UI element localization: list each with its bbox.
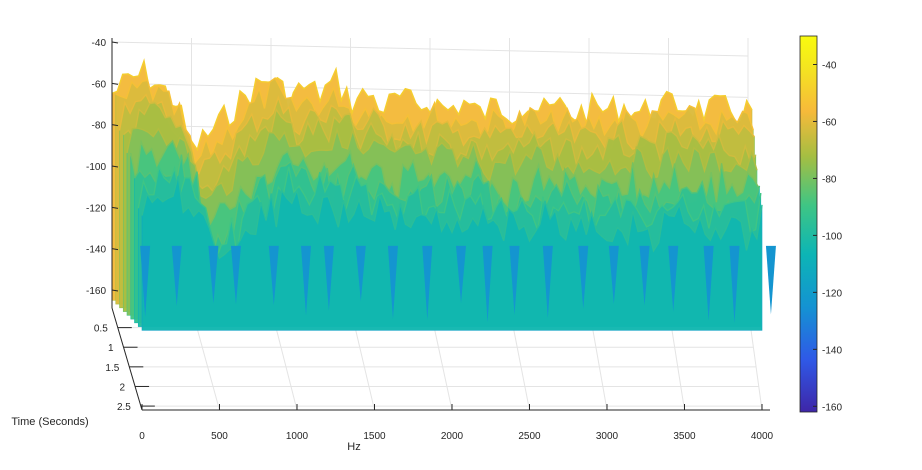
z-tick (111, 41, 119, 44)
surface-spike (140, 245, 151, 317)
surface-spike (765, 245, 776, 315)
surface-crest (137, 164, 762, 263)
surface-crest (122, 101, 757, 193)
axes: -40 -60 -80 -100 -120 -140 -160 0.51 1.52 2.5 0 500… (11, 38, 774, 453)
surface-spike (668, 245, 679, 312)
z-tick-label: -60 (92, 79, 107, 90)
surface-spike (208, 245, 219, 304)
y-tick-label: 2 (120, 382, 126, 393)
surface-spike (323, 245, 334, 311)
x-tick-label: 3000 (596, 431, 619, 442)
z-tick-label: -40 (92, 38, 107, 49)
colorbar-tick-label: -60 (822, 117, 837, 128)
x-tick-label: 4000 (751, 431, 774, 442)
x-axis-label: Hz (347, 441, 360, 453)
z-tick-label: -80 (92, 121, 107, 132)
surface-spike (300, 245, 311, 316)
y-axis-label: Time (Seconds) (11, 416, 88, 428)
wall-grid-line (111, 82, 749, 98)
y-tick-label: 1.5 (105, 363, 119, 374)
x-tick-label: 1500 (363, 431, 386, 442)
colorbar-tick-label: -160 (822, 402, 842, 413)
colorbar-gradient (799, 35, 818, 413)
x-tick-label: 2500 (518, 431, 541, 442)
colorbar-tick-label: -40 (822, 60, 837, 71)
surface-spike (230, 245, 241, 305)
surface-spike (268, 245, 279, 306)
z-tick (111, 206, 119, 209)
z-tick (111, 124, 119, 127)
z-tick (111, 289, 119, 292)
colorbar: -40 -60 -80 -100 -120 -140 -160 (799, 35, 842, 413)
surface-spike (729, 245, 740, 323)
surface-crest (141, 175, 763, 260)
surface-crest (126, 127, 758, 200)
z-tick-label: -160 (86, 286, 106, 297)
surface-crest (130, 139, 759, 228)
z-tick (111, 165, 119, 168)
z-tick-label: -140 (86, 245, 106, 256)
y-tick-label: 2.5 (117, 402, 131, 413)
surface-spike (639, 245, 650, 306)
colorbar-tick-label: -100 (822, 231, 842, 242)
colorbar-tick-label: -80 (822, 174, 837, 185)
surface-spike (578, 245, 589, 309)
surface-crest (118, 93, 756, 175)
x-tick-label: 2000 (441, 431, 464, 442)
surface-plot (111, 58, 776, 331)
surface-crest (115, 76, 754, 164)
y-axis-line (111, 307, 143, 411)
colorbar-tick-label: -120 (822, 288, 842, 299)
surface-spike (355, 245, 366, 302)
surface-spike (171, 245, 182, 306)
x-tick-label: 500 (211, 431, 228, 442)
surface-spike (456, 245, 467, 303)
surface-spike (387, 245, 398, 319)
surface-spike (482, 245, 493, 323)
x-tick-label: 3500 (673, 431, 696, 442)
surface-crest (133, 154, 761, 257)
z-tick-label: -100 (86, 162, 106, 173)
y-tick-label: 0.5 (94, 324, 108, 335)
y-tick-label: 1 (108, 343, 114, 354)
z-tick (111, 82, 119, 85)
surface-spike (422, 245, 433, 320)
x-tick-label: 1000 (286, 431, 309, 442)
surface-spike (608, 245, 619, 304)
x-tick-label: 0 (139, 431, 145, 442)
wall-grid-line (111, 41, 749, 57)
surface-spike (703, 245, 714, 321)
surface-spike (509, 245, 520, 315)
z-tick-label: -120 (86, 203, 106, 214)
surface-spike (542, 245, 553, 319)
colorbar-tick-label: -140 (822, 345, 842, 356)
z-tick (111, 248, 119, 251)
